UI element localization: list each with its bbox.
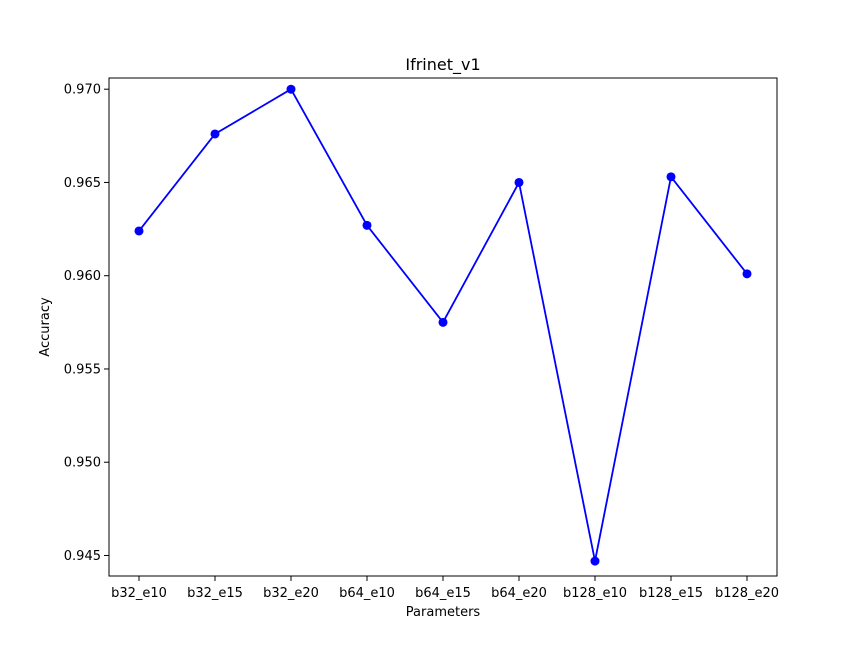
x-tick-label: b64_e10 [339, 586, 395, 601]
data-point-b128_e10 [590, 556, 600, 566]
x-tick-label: b32_e10 [111, 586, 167, 601]
y-tick-label: 0.960 [64, 269, 101, 284]
x-axis: b32_e10 b32_e15 b32_e20 b64_e10 b64_e15 b64_e… [111, 576, 779, 601]
y-tick-label: 0.955 [64, 362, 101, 377]
x-tick-label: b128_e15 [639, 586, 703, 601]
x-tick-label: b32_e15 [187, 586, 243, 601]
x-tick-label: b128_e10 [563, 586, 627, 601]
y-tick-label: 0.970 [64, 83, 101, 98]
y-tick-label: 0.945 [64, 549, 101, 564]
data-point-b64_e15 [438, 317, 448, 327]
y-tick-label: 0.965 [64, 176, 101, 191]
y-axis: 0.945 0.950 0.955 0.960 0.965 0.970 [64, 83, 109, 564]
y-axis-label: Accuracy [38, 297, 53, 357]
y-tick-label: 0.950 [64, 456, 101, 471]
x-tick-label: b32_e20 [263, 586, 319, 601]
data-point-b64_e10 [362, 220, 372, 230]
x-tick-label: b64_e20 [491, 586, 547, 601]
x-tick-label: b64_e15 [415, 586, 471, 601]
data-point-b32_e20 [286, 84, 296, 94]
data-point-b64_e20 [514, 177, 524, 187]
chart-title: Ifrinet_v1 [405, 55, 480, 75]
x-tick-label: b128_e20 [715, 586, 779, 601]
data-point-b128_e20 [742, 269, 752, 279]
data-point-b32_e10 [134, 226, 144, 236]
data-point-b32_e15 [210, 129, 220, 139]
x-axis-label: Parameters [406, 605, 481, 620]
data-point-b128_e15 [666, 172, 676, 182]
